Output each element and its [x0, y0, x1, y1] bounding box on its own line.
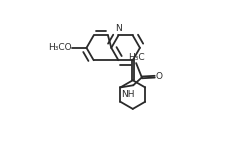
Text: H₃C: H₃C — [128, 53, 144, 62]
Text: NH: NH — [121, 90, 134, 98]
Text: O: O — [156, 72, 163, 81]
Text: N: N — [115, 24, 122, 33]
Text: H₃CO: H₃CO — [48, 43, 72, 52]
